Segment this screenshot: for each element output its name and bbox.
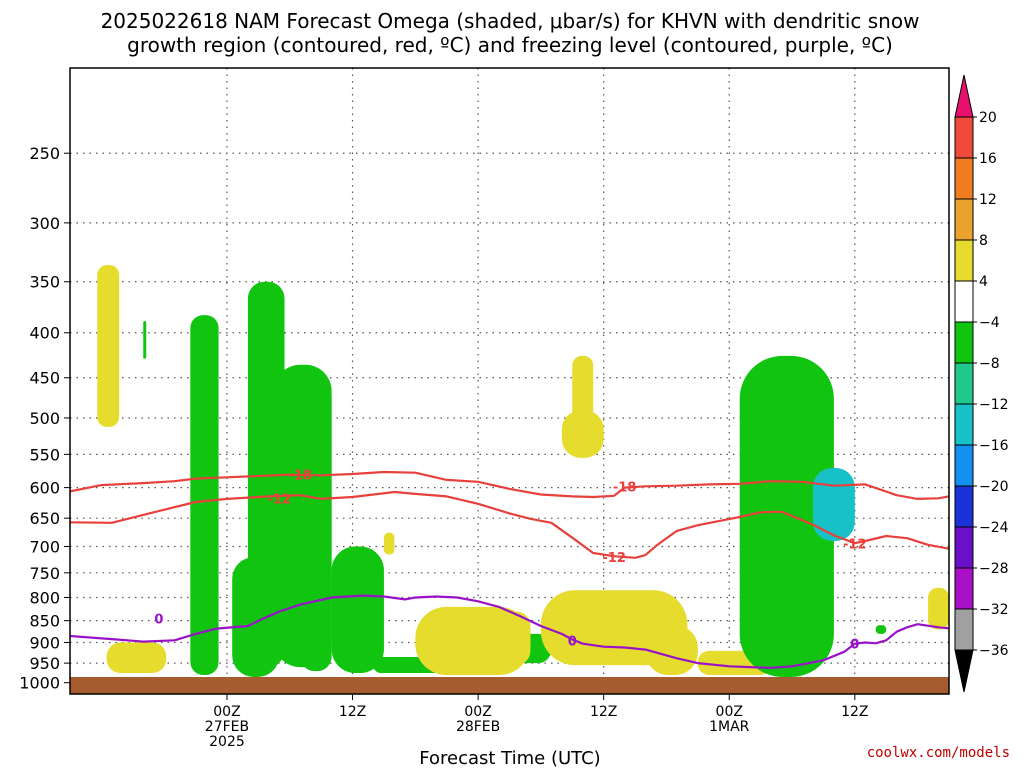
omega-shaded-region (331, 546, 384, 674)
colorbar-band (954, 116, 974, 159)
colorbar-bottom-arrow (954, 649, 974, 693)
y-tick-label: 650 (29, 509, 60, 528)
chart-title-line-1: 2025022618 NAM Forecast Omega (shaded, μ… (101, 9, 920, 33)
contour-label: -18 (288, 469, 312, 484)
colorbar-band (954, 157, 974, 200)
x-tick-label: 12Z (841, 704, 868, 720)
y-tick-label: 250 (29, 144, 60, 163)
colorbar-band (954, 321, 974, 364)
omega-shaded-region (190, 315, 219, 675)
colorbar-label: 8 (979, 233, 988, 249)
omega-shaded-region (561, 410, 604, 458)
omega-shading-layer (97, 265, 949, 677)
ground-surface (70, 677, 949, 694)
colorbar-label: −32 (979, 602, 1009, 618)
colorbar-band (954, 526, 974, 569)
colorbar-label: −16 (979, 438, 1009, 454)
dendritic-contours: -18-18-18-12-12-12 (70, 469, 949, 566)
colorbar-label: −4 (979, 315, 1000, 331)
x-tick-label: 1MAR (709, 719, 750, 735)
colorbar-label: −8 (979, 356, 1000, 372)
contour-label: -12 (843, 538, 867, 553)
credit-text: coolwx.com/models (867, 745, 1010, 761)
x-tick-label: 12Z (590, 704, 617, 720)
contour-line (70, 490, 949, 559)
colorbar-band (954, 239, 974, 282)
contour-label: 0 (154, 612, 163, 627)
colorbar-band (954, 362, 974, 405)
y-tick-label: 350 (29, 273, 60, 292)
x-tick-label: 27FEB (205, 719, 249, 735)
y-tick-label: 450 (29, 369, 60, 388)
y-tick-label: 800 (29, 588, 60, 607)
contour-line (70, 594, 949, 669)
x-tick-label: 00Z (464, 704, 491, 720)
contour-label: -12 (268, 492, 292, 507)
colorbar-band (954, 280, 974, 323)
y-tick-label: 700 (29, 537, 60, 556)
colorbar: 20 16 12 8 4 −4 −8 −12 −16 −20 −24 −28 −32 −36 (954, 74, 1009, 693)
omega-shaded-region (300, 381, 332, 672)
plot-frame (69, 67, 950, 695)
colorbar-label: 4 (979, 274, 988, 290)
y-tick-label: 600 (29, 479, 60, 498)
omega-shaded-region (928, 587, 949, 630)
omega-shaded-region (106, 642, 167, 674)
contour-label: 0 (850, 638, 859, 653)
contour-label: -18 (613, 480, 637, 495)
gridlines (70, 68, 949, 694)
omega-shaded-region (143, 321, 147, 359)
colorbar-top-arrow (954, 74, 974, 118)
x-tick-label: 00Z (213, 704, 240, 720)
y-axis-ticks: 250 300 350 400 450 500 550 600 650 700 750 800 850 9… (19, 144, 70, 693)
chart-title-line-2: growth region (contoured, red, ºC) and f… (127, 33, 893, 57)
omega-shaded-region (572, 355, 594, 422)
omega-shaded-region (97, 265, 120, 428)
omega-shaded-region (739, 355, 834, 677)
contour-line (70, 470, 949, 500)
colorbar-label: 16 (979, 151, 997, 167)
colorbar-label: −12 (979, 397, 1009, 413)
colorbar-band (954, 567, 974, 610)
colorbar-band (954, 198, 974, 241)
colorbar-band (954, 485, 974, 528)
y-tick-label: 950 (29, 654, 60, 673)
colorbar-label: 20 (979, 110, 997, 126)
omega-shaded-region (499, 611, 531, 666)
colorbar-band (954, 608, 974, 651)
plot-area: -18-18-18-12-12-12 000 (70, 265, 949, 694)
y-tick-label: 850 (29, 612, 60, 631)
colorbar-band (954, 403, 974, 446)
y-tick-label: 550 (29, 445, 60, 464)
contour-label: -12 (602, 551, 626, 566)
freezing-level-contours: 0 0 0 (70, 594, 949, 669)
colorbar-label: −28 (979, 561, 1009, 577)
x-tick-label: 2025 (209, 734, 245, 750)
colorbar-label: −20 (979, 479, 1009, 495)
y-tick-label: 900 (29, 633, 60, 652)
x-tick-label: 12Z (339, 704, 366, 720)
colorbar-label: −36 (979, 643, 1009, 659)
omega-shaded-region (875, 625, 887, 634)
y-tick-label: 300 (29, 214, 60, 233)
colorbar-band (954, 444, 974, 487)
y-tick-label: 500 (29, 409, 60, 428)
y-tick-label: 1000 (19, 674, 60, 693)
colorbar-label: −24 (979, 520, 1009, 536)
x-tick-label: 28FEB (456, 719, 500, 735)
omega-shaded-region (812, 468, 855, 541)
omega-shaded-region (645, 625, 698, 675)
contour-label: 0 (568, 634, 577, 649)
omega-shaded-region (383, 532, 395, 555)
y-tick-label: 750 (29, 564, 60, 583)
x-axis-label: Forecast Time (UTC) (419, 748, 600, 768)
colorbar-label: 12 (979, 192, 997, 208)
y-tick-label: 400 (29, 324, 60, 343)
x-tick-label: 00Z (716, 704, 743, 720)
